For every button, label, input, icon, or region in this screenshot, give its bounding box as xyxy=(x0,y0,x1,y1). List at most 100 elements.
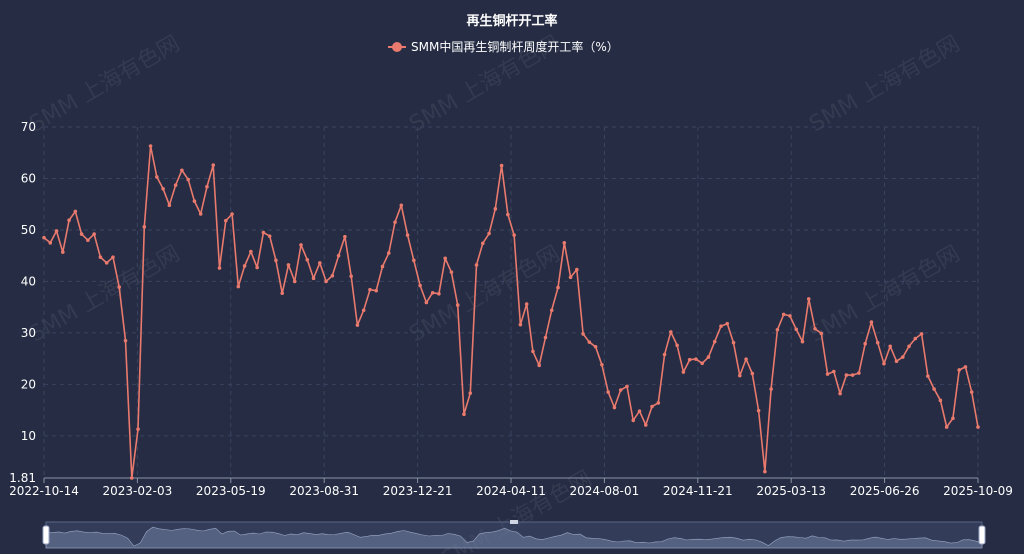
data-point[interactable] xyxy=(343,234,347,239)
data-point[interactable] xyxy=(487,231,491,236)
data-point[interactable] xyxy=(669,330,673,334)
data-point[interactable] xyxy=(380,264,385,269)
data-point[interactable] xyxy=(951,416,955,421)
data-point[interactable] xyxy=(907,344,911,349)
data-point[interactable] xyxy=(788,314,792,318)
data-point[interactable] xyxy=(386,251,391,255)
data-point[interactable] xyxy=(405,233,410,237)
data-point[interactable] xyxy=(355,323,360,327)
data-point[interactable] xyxy=(493,207,498,211)
data-point[interactable] xyxy=(374,288,379,293)
data-point[interactable] xyxy=(612,405,617,410)
data-point[interactable] xyxy=(361,308,366,313)
data-point[interactable] xyxy=(267,234,272,238)
data-point[interactable] xyxy=(875,340,880,345)
data-point[interactable] xyxy=(349,274,353,279)
data-point[interactable] xyxy=(155,175,159,179)
data-point[interactable] xyxy=(142,225,147,229)
data-point[interactable] xyxy=(299,243,303,247)
data-point[interactable] xyxy=(944,425,949,429)
data-point[interactable] xyxy=(198,212,203,216)
data-point[interactable] xyxy=(537,363,542,368)
data-point[interactable] xyxy=(932,387,936,391)
data-point[interactable] xyxy=(192,199,197,203)
data-point[interactable] xyxy=(656,401,661,405)
data-point[interactable] xyxy=(575,267,579,272)
data-point[interactable] xyxy=(430,290,435,295)
data-point[interactable] xyxy=(324,279,328,284)
data-point[interactable] xyxy=(850,373,855,377)
data-point[interactable] xyxy=(412,258,416,263)
zoom-handle[interactable] xyxy=(978,525,986,545)
data-point[interactable] xyxy=(869,320,874,324)
data-point[interactable] xyxy=(844,373,849,377)
data-point[interactable] xyxy=(675,343,679,348)
data-point[interactable] xyxy=(54,229,59,233)
data-point[interactable] xyxy=(205,184,209,189)
data-point[interactable] xyxy=(832,369,836,374)
data-point[interactable] xyxy=(593,344,598,349)
data-point[interactable] xyxy=(568,275,573,280)
data-point[interactable] xyxy=(368,287,372,292)
data-point[interactable] xyxy=(86,238,90,243)
data-point[interactable] xyxy=(136,427,140,431)
data-point[interactable] xyxy=(888,344,893,349)
data-point[interactable] xyxy=(524,302,529,306)
data-point[interactable] xyxy=(129,476,134,480)
data-point[interactable] xyxy=(531,349,535,354)
data-point[interactable] xyxy=(280,291,285,296)
data-point[interactable] xyxy=(223,218,228,223)
data-point[interactable] xyxy=(180,168,184,173)
data-point[interactable] xyxy=(255,265,259,270)
data-point[interactable] xyxy=(963,365,968,369)
data-point[interactable] xyxy=(913,336,918,341)
data-point[interactable] xyxy=(242,264,247,268)
data-point[interactable] xyxy=(631,418,636,423)
data-point[interactable] xyxy=(236,284,241,289)
data-point[interactable] xyxy=(318,261,322,265)
data-point[interactable] xyxy=(286,263,291,267)
data-point[interactable] xyxy=(587,340,592,344)
data-point[interactable] xyxy=(480,241,485,246)
data-point[interactable] xyxy=(618,388,623,392)
data-point[interactable] xyxy=(186,177,190,182)
data-point[interactable] xyxy=(73,209,78,214)
data-point[interactable] xyxy=(474,263,479,267)
data-point[interactable] xyxy=(662,352,667,357)
data-point[interactable] xyxy=(167,203,172,208)
data-point[interactable] xyxy=(769,387,773,391)
data-point[interactable] xyxy=(725,321,730,326)
data-point[interactable] xyxy=(838,391,842,396)
data-point[interactable] xyxy=(249,249,253,254)
data-point[interactable] xyxy=(393,220,397,225)
data-point[interactable] xyxy=(625,384,629,389)
data-point[interactable] xyxy=(462,412,466,417)
data-point[interactable] xyxy=(437,291,441,296)
data-point[interactable] xyxy=(98,255,103,260)
data-point[interactable] xyxy=(123,338,128,343)
data-point[interactable] xyxy=(230,212,234,216)
data-point[interactable] xyxy=(763,469,767,474)
data-point[interactable] xyxy=(581,332,585,336)
data-point[interactable] xyxy=(600,363,604,367)
data-point[interactable] xyxy=(976,425,980,429)
data-point[interactable] xyxy=(756,408,761,413)
data-point[interactable] xyxy=(79,232,84,236)
data-point[interactable] xyxy=(894,359,899,364)
data-point[interactable] xyxy=(825,372,830,376)
data-point[interactable] xyxy=(819,331,824,336)
data-point[interactable] xyxy=(650,404,654,409)
data-point[interactable] xyxy=(750,371,755,376)
data-point[interactable] xyxy=(712,339,717,344)
data-point[interactable] xyxy=(813,326,817,331)
data-point[interactable] xyxy=(512,233,516,237)
data-point[interactable] xyxy=(292,279,297,284)
data-point[interactable] xyxy=(330,273,335,278)
data-point[interactable] xyxy=(173,183,178,187)
data-point[interactable] xyxy=(48,241,53,245)
data-point[interactable] xyxy=(92,232,96,236)
data-point[interactable] xyxy=(305,258,310,262)
data-point[interactable] xyxy=(687,357,692,362)
data-point[interactable] xyxy=(800,339,805,344)
data-point[interactable] xyxy=(42,235,46,240)
